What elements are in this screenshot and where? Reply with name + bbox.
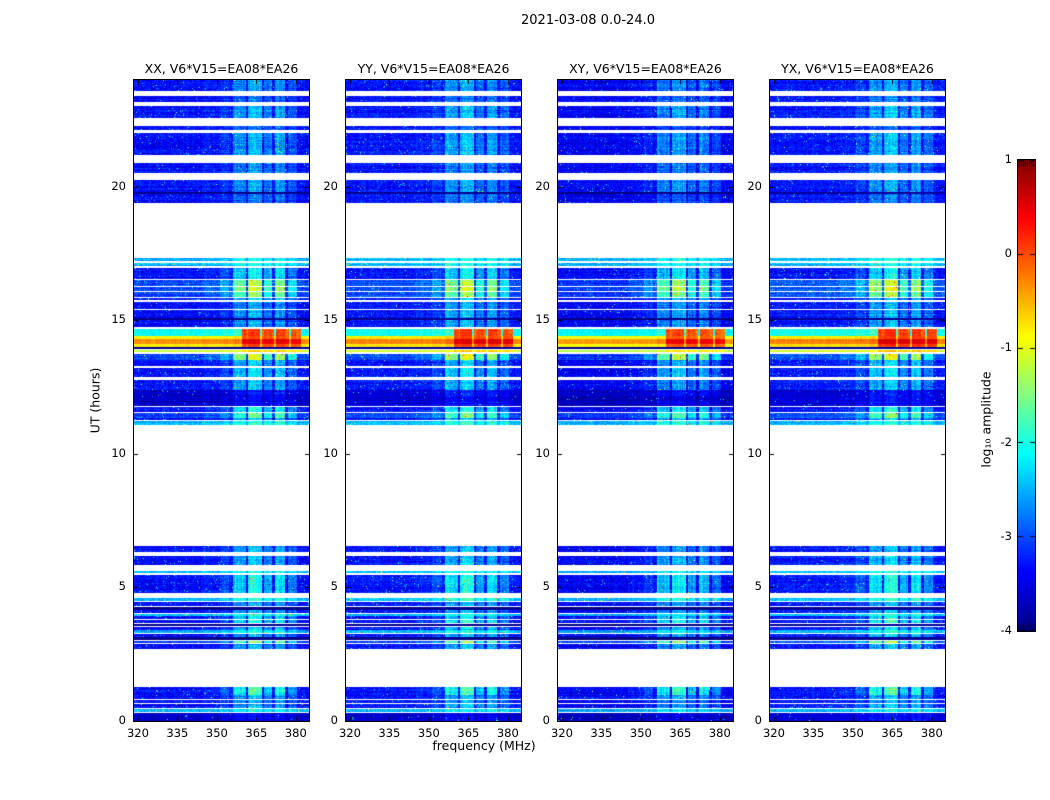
y-tick-label: 15 bbox=[747, 312, 762, 327]
panel-title-xx: XX, V6*V15=EA08*EA26 bbox=[144, 61, 299, 76]
spectrogram-canvas-yx bbox=[769, 79, 946, 722]
y-tick-label: 0 bbox=[754, 713, 762, 727]
figure-title: 2021-03-08 0.0-24.0 bbox=[521, 13, 655, 28]
x-tick-label: 350 bbox=[629, 726, 652, 740]
x-tick-label: 380 bbox=[708, 726, 731, 740]
y-tick-label: 10 bbox=[535, 445, 550, 460]
y-tick-label: 20 bbox=[747, 178, 762, 193]
x-tick-label: 335 bbox=[166, 726, 189, 740]
y-tick-label: 20 bbox=[323, 178, 338, 193]
x-tick-label: 350 bbox=[841, 726, 864, 740]
x-tick-label: 335 bbox=[590, 726, 613, 740]
x-tick-label: 365 bbox=[881, 726, 904, 740]
x-tick-label: 380 bbox=[496, 726, 519, 740]
x-tick-label: 365 bbox=[669, 726, 692, 740]
colorbar-label: log₁₀ amplitude bbox=[978, 371, 994, 468]
x-tick-label: 380 bbox=[284, 726, 307, 740]
y-tick-label: 15 bbox=[323, 312, 338, 327]
y-tick-label: 5 bbox=[754, 579, 762, 594]
x-tick-label: 380 bbox=[920, 726, 943, 740]
colorbar-tick-label: -3 bbox=[1000, 528, 1012, 543]
colorbar-tick-label: 0 bbox=[1004, 246, 1012, 261]
x-tick-label: 350 bbox=[205, 726, 228, 740]
y-tick-label: 5 bbox=[542, 579, 550, 594]
panel-title-yx: YX, V6*V15=EA08*EA26 bbox=[781, 61, 934, 76]
x-tick-label: 320 bbox=[126, 726, 149, 740]
y-tick-label: 15 bbox=[535, 312, 550, 327]
x-tick-label: 320 bbox=[550, 726, 573, 740]
y-tick-label: 0 bbox=[542, 713, 550, 727]
y-tick-label: 0 bbox=[118, 713, 126, 727]
y-tick-label: 0 bbox=[330, 713, 338, 727]
x-tick-label: 365 bbox=[245, 726, 268, 740]
x-axis-label: frequency (MHz) bbox=[432, 738, 536, 753]
y-tick-label: 10 bbox=[747, 445, 762, 460]
panel-title-yy: YY, V6*V15=EA08*EA26 bbox=[357, 61, 510, 76]
y-tick-label: 10 bbox=[111, 445, 126, 460]
y-tick-label: 5 bbox=[330, 579, 338, 594]
x-tick-label: 320 bbox=[338, 726, 361, 740]
spectrogram-canvas-xy bbox=[557, 79, 734, 722]
colorbar-tick-label: -4 bbox=[1000, 623, 1012, 637]
colorbar-tick-label: -1 bbox=[1000, 340, 1012, 355]
y-tick-label: 15 bbox=[111, 312, 126, 327]
panel-title-xy: XY, V6*V15=EA08*EA26 bbox=[569, 61, 722, 76]
colorbar-tick-label: 1 bbox=[1004, 152, 1012, 166]
x-tick-label: 320 bbox=[762, 726, 785, 740]
x-tick-label: 350 bbox=[417, 726, 440, 740]
y-tick-label: 10 bbox=[323, 445, 338, 460]
colorbar-tick-label: -2 bbox=[1000, 434, 1012, 449]
spectrogram-canvas-xx bbox=[133, 79, 310, 722]
y-tick-label: 20 bbox=[111, 178, 126, 193]
x-tick-label: 365 bbox=[457, 726, 480, 740]
colorbar-gradient bbox=[1017, 159, 1036, 632]
x-tick-label: 335 bbox=[802, 726, 825, 740]
x-tick-label: 335 bbox=[378, 726, 401, 740]
y-tick-label: 5 bbox=[118, 579, 126, 594]
y-tick-label: 20 bbox=[535, 178, 550, 193]
spectrogram-canvas-yy bbox=[345, 79, 522, 722]
